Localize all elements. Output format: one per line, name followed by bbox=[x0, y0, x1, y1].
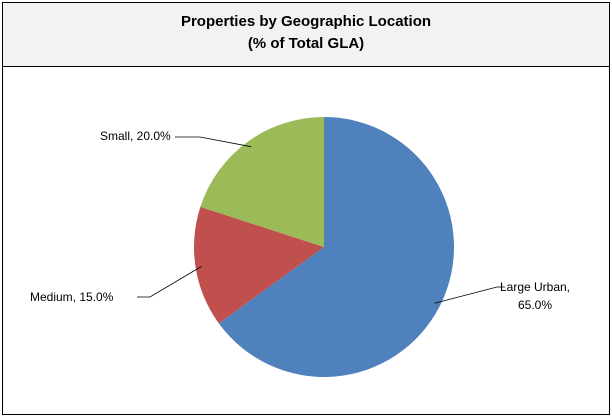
data-label: Medium, 15.0% bbox=[30, 290, 114, 304]
title-band bbox=[2, 2, 610, 67]
pie-slice bbox=[193, 206, 324, 324]
pie-slice bbox=[218, 117, 454, 378]
chart-title: Properties by Geographic Location bbox=[180, 13, 432, 30]
leader-line bbox=[137, 266, 202, 298]
leader-line bbox=[434, 286, 505, 304]
chart-subtitle: (% of Total GLA) bbox=[247, 35, 365, 52]
data-label: Small, 20.0% bbox=[100, 129, 171, 143]
data-label: Large Urban, 65.0% bbox=[499, 280, 571, 312]
pie-slice bbox=[200, 117, 324, 247]
leader-line bbox=[175, 136, 252, 148]
